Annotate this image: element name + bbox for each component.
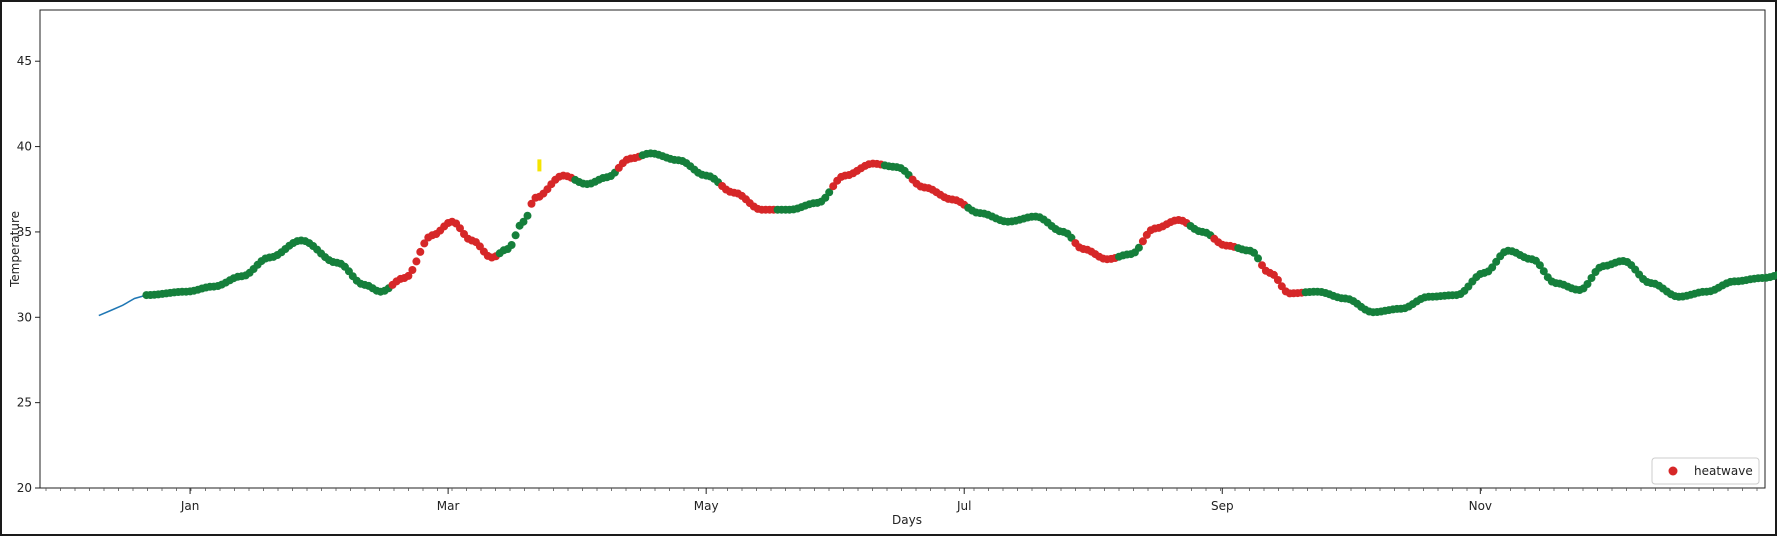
legend-heatwave-label: heatwave [1694,464,1753,478]
x-tick-label: Jul [956,499,971,513]
x-tick-label: Sep [1211,499,1234,513]
temperature-point [523,211,532,220]
y-tick-label: 20 [17,481,32,495]
y-tick-label: 45 [17,54,32,68]
heatwave-point [1273,276,1282,284]
temperature-point [825,188,834,197]
x-tick-label: May [694,499,719,513]
temperature-point [1535,261,1544,270]
heatwave-point [416,247,425,256]
x-axis-minor-ticks [45,488,1758,491]
heatwave-point [829,182,838,191]
y-tick-label: 30 [17,310,32,324]
x-tick-label: Mar [437,499,460,513]
temperature-point [519,217,528,226]
heatwave-point [408,266,417,274]
temperature-point [1539,267,1548,276]
legend: heatwave [1651,457,1760,485]
temperature-point [507,241,516,249]
heatwave-point [412,257,421,266]
temperature-point [511,231,520,240]
x-tick-label: Nov [1469,499,1492,513]
heatwave-point [1258,261,1266,270]
highlight-marker [537,159,542,172]
temperature-line [98,294,147,317]
temperature-point [1587,274,1596,282]
y-tick-label: 25 [17,396,32,410]
heatwave-point [1138,237,1147,246]
plot-area [39,9,1766,489]
heatwave-point [527,199,536,208]
temperature-point [1774,271,1777,279]
legend-box [1651,457,1760,485]
y-tick-label: 35 [17,225,32,239]
heatwave-point [420,239,429,248]
x-tick-label: Jan [180,499,200,513]
temperature-point [1254,254,1262,263]
y-tick-label: 40 [17,140,32,154]
temperature-point [1492,257,1501,266]
temperature-point [1583,280,1592,288]
heatwave-point [456,224,464,233]
temperature-point [1488,263,1497,272]
data-points [142,149,1777,317]
temperature-point [1250,248,1258,257]
legend-heatwave-marker [1668,466,1678,476]
heatwave-point [404,271,413,280]
y-axis-label: Temperature [8,211,22,288]
x-axis-label: Days [892,513,922,527]
temperature-point [1134,243,1143,252]
y-axis-ticks: 20 25 30 35 40 45 [17,54,40,495]
x-axis-ticks: Jan Mar May Jul Sep Nov [180,488,1492,513]
